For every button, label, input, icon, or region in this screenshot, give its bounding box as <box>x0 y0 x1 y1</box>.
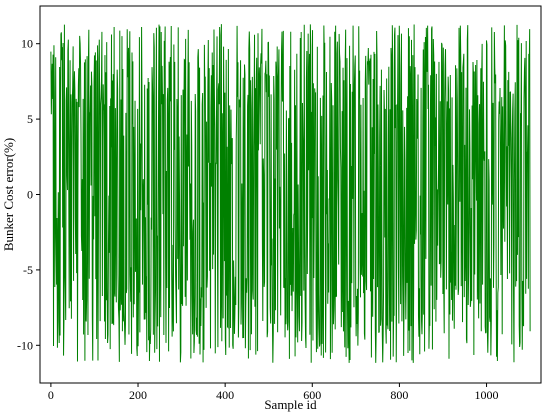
x-tick-label: 200 <box>129 388 147 402</box>
series-layer <box>50 24 531 363</box>
x-tick-label: 0 <box>48 388 54 402</box>
x-tick-label: 800 <box>390 388 408 402</box>
y-axis: -10 -5 0 5 10 <box>17 37 40 352</box>
y-tick-label: 0 <box>27 188 33 202</box>
y-tick-label: -10 <box>17 338 33 352</box>
x-tick-label: 400 <box>216 388 234 402</box>
series-line <box>50 24 531 363</box>
x-axis-label: Sample id <box>264 397 317 412</box>
y-tick-label: 10 <box>21 37 33 51</box>
y-axis-label: Bunker Cost error(%) <box>1 138 16 251</box>
y-tick-label: -5 <box>23 263 33 277</box>
x-tick-label: 1000 <box>475 388 499 402</box>
y-tick-label: 5 <box>27 112 33 126</box>
x-axis: 0 200 400 600 800 1000 <box>48 383 499 402</box>
x-tick-label: 600 <box>303 388 321 402</box>
